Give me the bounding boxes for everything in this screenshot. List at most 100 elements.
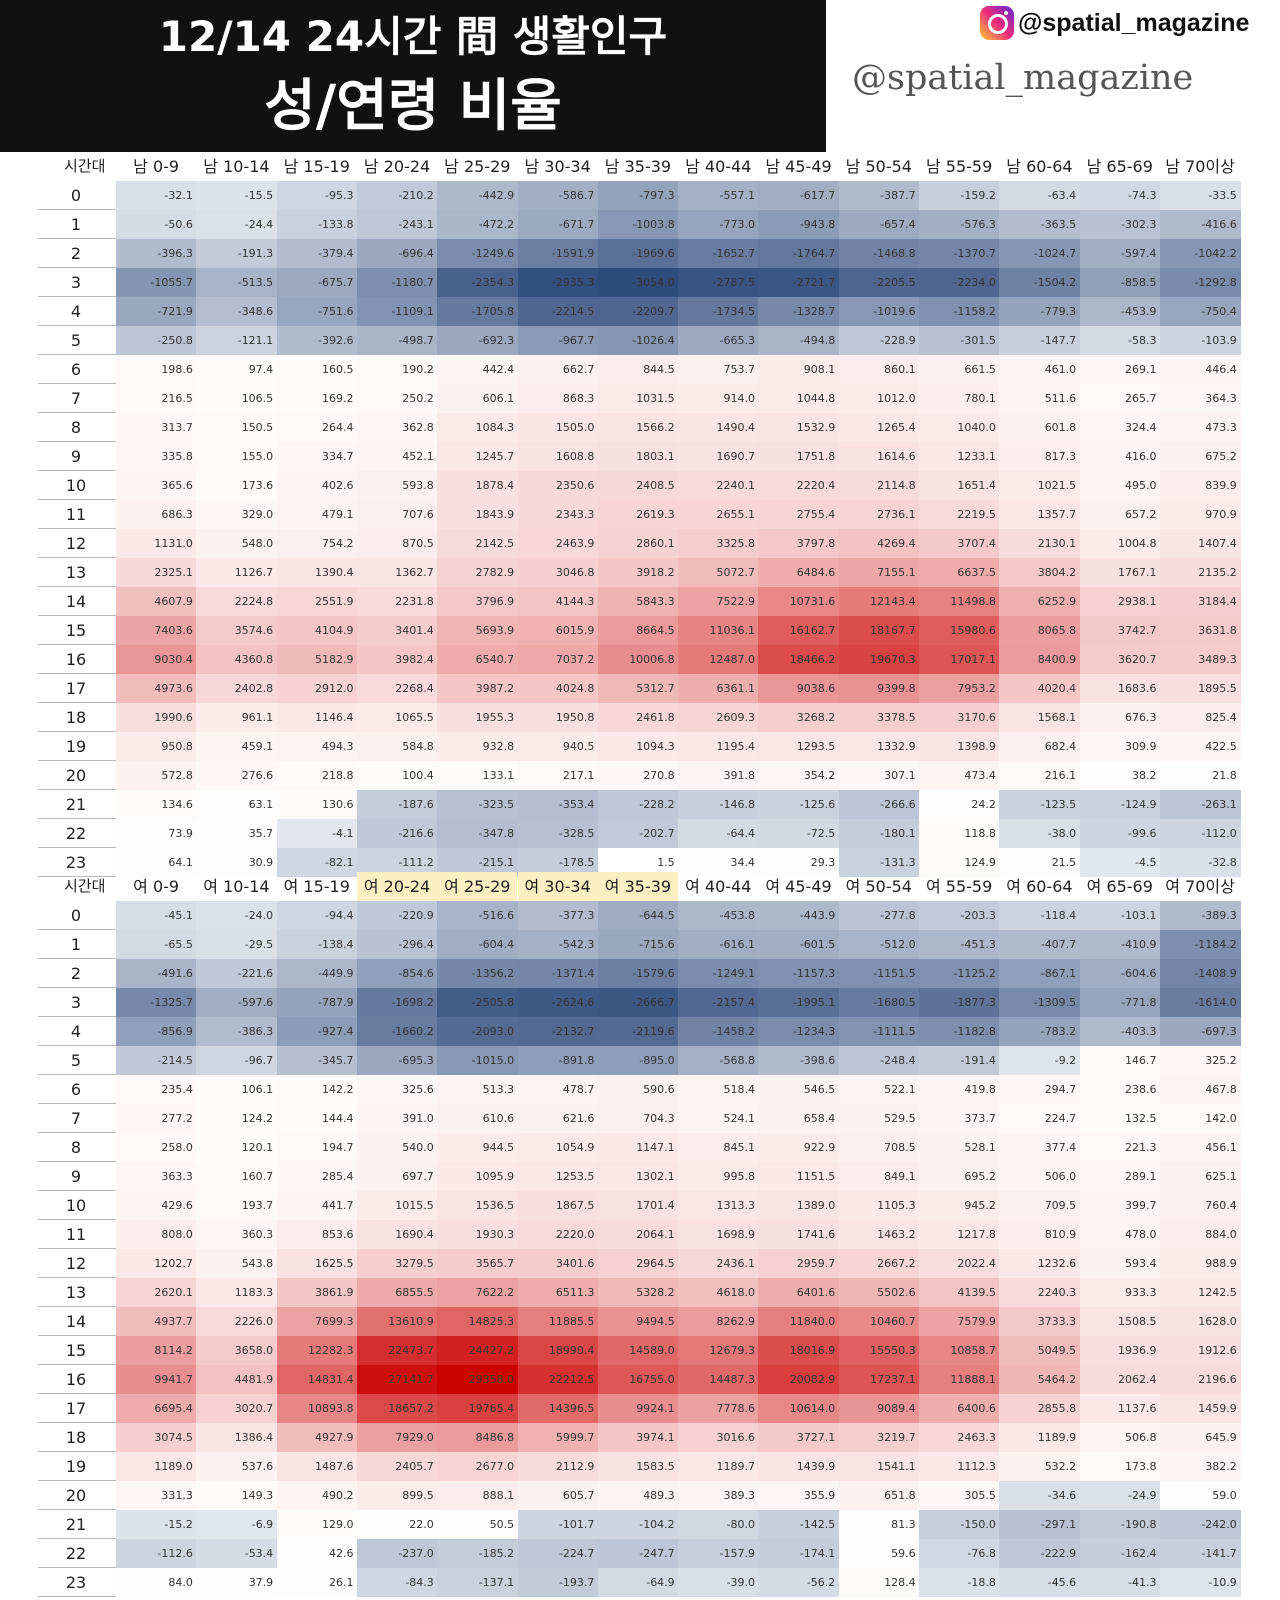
row-divider	[38, 383, 116, 384]
row-label-text: 17	[65, 679, 87, 698]
heatmap-cell-f-13-6: 5328.2	[597, 1278, 679, 1307]
row-label-text: 23	[65, 1573, 87, 1592]
heatmap-cell-f-7-11: 224.7	[999, 1104, 1081, 1133]
heatmap-cell-m-10-3: 593.8	[356, 471, 438, 500]
heatmap-cell-f-4-13: -697.3	[1159, 1017, 1241, 1046]
heatmap-cell-f-11-6: 2064.1	[597, 1220, 679, 1249]
heatmap-cell-f-19-6: 1583.5	[597, 1452, 679, 1481]
heatmap-cell-m-14-6: 5843.3	[597, 587, 679, 616]
heatmap-cell-f-17-9: 9089.4	[838, 1394, 920, 1423]
heatmap-cell-m-6-11: 461.0	[999, 355, 1081, 384]
heatmap-cell-f-22-4: -185.2	[437, 1539, 519, 1568]
heatmap-cell-f-21-2: 129.0	[276, 1510, 358, 1539]
row-divider	[38, 1538, 116, 1539]
heatmap-cell-f-23-12: -41.3	[1079, 1568, 1161, 1597]
heatmap-cell-m-16-3: 3982.4	[356, 645, 438, 674]
heatmap-cell-f-15-7: 12679.3	[678, 1336, 759, 1365]
heatmap-cell-m-22-10: 118.8	[919, 819, 1000, 848]
heatmap-cell-f-22-5: -224.7	[517, 1539, 599, 1568]
heatmap-cell-f-9-0: 363.3	[116, 1162, 197, 1191]
heatmap-cell-m-21-9: -266.6	[838, 790, 920, 819]
column-header-m-3: 남 20-24	[363, 157, 431, 176]
heatmap-cell-m-13-0: 2325.1	[116, 558, 197, 587]
heatmap-cell-f-23-7: -39.0	[678, 1568, 759, 1597]
heatmap-cell-m-14-2: 2551.9	[276, 587, 358, 616]
heatmap-cell-m-5-11: -147.7	[999, 326, 1081, 355]
heatmap-cell-m-21-10: 24.2	[919, 790, 1000, 819]
heatmap-cell-m-1-10: -576.3	[919, 210, 1000, 239]
heatmap-cell-m-13-7: 5072.7	[678, 558, 759, 587]
heatmap-cell-f-10-11: 709.5	[999, 1191, 1081, 1220]
heatmap-cell-f-13-13: 1242.5	[1159, 1278, 1241, 1307]
row-divider	[38, 1132, 116, 1133]
heatmap-cell-f-15-11: 5049.5	[999, 1336, 1081, 1365]
heatmap-cell-f-20-4: 888.1	[437, 1481, 519, 1510]
heatmap-cell-f-3-4: -2505.8	[437, 988, 519, 1017]
row-divider	[38, 557, 116, 558]
heatmap-cell-f-3-3: -1698.2	[356, 988, 438, 1017]
heatmap-cell-m-20-13: 21.8	[1159, 761, 1241, 790]
heatmap-cell-m-4-6: -2209.7	[597, 297, 679, 326]
heatmap-cell-m-20-3: 100.4	[356, 761, 438, 790]
heatmap-cell-m-13-1: 1126.7	[196, 558, 278, 587]
heatmap-cell-f-21-13: -242.0	[1159, 1510, 1241, 1539]
row-label-f-11: 11	[38, 1220, 114, 1249]
heatmap-cell-m-17-5: 4024.8	[517, 674, 599, 703]
row-label-text: 10	[65, 1196, 87, 1215]
heatmap-cell-f-14-11: 3733.3	[999, 1307, 1081, 1336]
heatmap-cell-f-6-1: 106.1	[196, 1075, 278, 1104]
heatmap-cell-m-3-9: -2205.5	[838, 268, 920, 297]
heatmap-cell-m-7-7: 914.0	[678, 384, 759, 413]
heatmap-cell-f-0-13: -389.3	[1159, 901, 1241, 930]
heatmap-cell-f-10-9: 1105.3	[838, 1191, 920, 1220]
heatmap-cell-m-20-1: 276.6	[196, 761, 278, 790]
heatmap-cell-m-23-2: -82.1	[276, 848, 358, 877]
row-label-text: 21	[65, 795, 87, 814]
row-label-m-12: 12	[38, 529, 114, 558]
row-label-f-15: 15	[38, 1336, 114, 1365]
heatmap-cell-f-16-3: 27141.7	[356, 1365, 438, 1394]
heatmap-cell-m-5-7: -665.3	[678, 326, 759, 355]
heatmap-header-row: 시간대 여 0-9 여 10-14 여 15-19 여 20-24 여 25-29 여 30…	[0, 872, 1280, 901]
row-label-text: 0	[70, 906, 82, 925]
row-label-text: 2	[70, 244, 82, 263]
heatmap-cell-f-11-7: 1698.9	[678, 1220, 759, 1249]
heatmap-cell-m-22-5: -328.5	[517, 819, 599, 848]
heatmap-cell-m-12-5: 2463.9	[517, 529, 599, 558]
heatmap-cell-m-12-9: 4269.4	[838, 529, 920, 558]
heatmap-cell-f-15-3: 22473.7	[356, 1336, 438, 1365]
heatmap-cell-f-18-11: 1189.9	[999, 1423, 1081, 1452]
heatmap-cell-m-8-10: 1040.0	[919, 413, 1000, 442]
instagram-handle[interactable]: @spatial_magazine	[980, 4, 1249, 42]
heatmap-cell-m-18-9: 3378.5	[838, 703, 920, 732]
heatmap-cell-m-21-3: -187.6	[356, 790, 438, 819]
row-label-f-16: 16	[38, 1365, 114, 1394]
heatmap-cell-f-23-1: 37.9	[196, 1568, 278, 1597]
heatmap-cell-f-18-3: 7929.0	[356, 1423, 438, 1452]
heatmap-cell-m-15-9: 18167.7	[838, 616, 920, 645]
heatmap-cell-f-22-10: -76.8	[919, 1539, 1000, 1568]
heatmap-cell-f-18-6: 3974.1	[597, 1423, 679, 1452]
heatmap-cell-f-5-2: -345.7	[276, 1046, 358, 1075]
row-divider	[38, 673, 116, 674]
heatmap-cell-f-2-13: -1408.9	[1159, 959, 1241, 988]
heatmap-cell-f-16-0: 9941.7	[116, 1365, 197, 1394]
heatmap-cell-f-18-13: 645.9	[1159, 1423, 1241, 1452]
heatmap-cell-f-6-5: 478.7	[517, 1075, 599, 1104]
heatmap-cell-m-12-6: 2860.1	[597, 529, 679, 558]
heatmap-cell-f-7-5: 621.6	[517, 1104, 599, 1133]
heatmap-cell-m-2-9: -1468.8	[838, 239, 920, 268]
column-header-f-7: 여 40-44	[685, 877, 752, 896]
heatmap-cell-f-17-2: 10893.8	[276, 1394, 358, 1423]
heatmap-cell-f-14-4: 14825.3	[437, 1307, 519, 1336]
heatmap-cell-f-22-11: -222.9	[999, 1539, 1081, 1568]
heatmap-cell-f-13-5: 6511.3	[517, 1278, 599, 1307]
heatmap-cell-m-8-4: 1084.3	[437, 413, 519, 442]
row-label-text: 5	[70, 1051, 82, 1070]
heatmap-cell-f-14-7: 8262.9	[678, 1307, 759, 1336]
heatmap-cell-f-5-0: -214.5	[116, 1046, 197, 1075]
heatmap-cell-m-20-4: 133.1	[437, 761, 519, 790]
heatmap-cell-f-1-12: -410.9	[1079, 930, 1161, 959]
heatmap-cell-m-2-3: -696.4	[356, 239, 438, 268]
row-divider	[38, 929, 116, 930]
